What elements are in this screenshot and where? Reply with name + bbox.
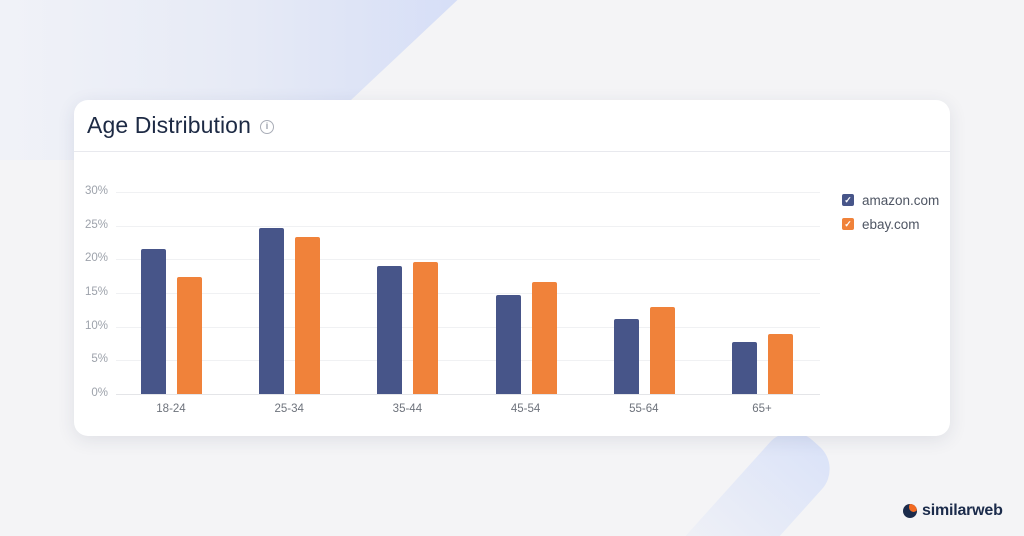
- checkbox-checked-icon[interactable]: ✓: [842, 194, 854, 206]
- card-title: Age Distribution: [87, 112, 251, 138]
- bar-ebay-18-24[interactable]: [177, 276, 202, 394]
- bar-ebay-25-34[interactable]: [295, 237, 321, 394]
- gridline: [116, 360, 820, 362]
- gridline: [116, 394, 820, 395]
- gridline: [116, 293, 820, 294]
- similarweb-logo: similarweb: [903, 502, 1003, 520]
- x-tick-label: 45-54: [510, 403, 541, 415]
- background-stripe: [656, 420, 843, 536]
- bar-amazon-55-64[interactable]: [613, 319, 639, 394]
- chart-legend: ✓ amazon.com ✓ ebay.com: [842, 188, 939, 236]
- bar-chart: 30% 25% 20% 15% 10% 5% 0% 18-24 25-34 35-44 45-54…: [74, 152, 950, 436]
- gridline: [116, 326, 820, 328]
- gridline: [116, 192, 820, 193]
- x-tick-label: 55-64: [629, 403, 659, 415]
- similarweb-logo-icon: [903, 504, 917, 518]
- x-tick-label: 65+: [752, 403, 772, 415]
- bar-amazon-35-44[interactable]: [377, 266, 403, 394]
- age-distribution-card: Age Distribution i 30% 25% 20% 15% 10% 5% 0% 1…: [74, 100, 950, 436]
- bar-ebay-45-54[interactable]: [531, 282, 557, 394]
- x-tick-label: 35-44: [392, 403, 423, 415]
- y-tick-label: 0%: [91, 387, 108, 399]
- gridline: [116, 225, 820, 227]
- y-tick-label: 25%: [84, 218, 108, 231]
- y-tick-label: 20%: [84, 252, 108, 265]
- bar-amazon-25-34[interactable]: [259, 227, 285, 394]
- legend-label: amazon.com: [862, 192, 940, 208]
- bar-amazon-45-54[interactable]: [495, 295, 521, 394]
- legend-label: ebay.com: [862, 216, 920, 232]
- card-header: Age Distribution i: [74, 100, 950, 152]
- x-tick-label: 25-34: [274, 403, 304, 415]
- brand-name: similarweb: [922, 502, 1003, 519]
- x-tick-label: 18-24: [156, 403, 186, 415]
- bar-ebay-55-64[interactable]: [649, 307, 675, 394]
- bar-amazon-18-24[interactable]: [141, 249, 166, 394]
- bar-amazon-65+[interactable]: [732, 342, 757, 394]
- y-tick-label: 10%: [84, 319, 108, 332]
- bar-ebay-35-44[interactable]: [413, 262, 439, 394]
- gridline: [116, 259, 820, 261]
- bar-ebay-65+[interactable]: [768, 334, 793, 394]
- y-tick-label: 5%: [91, 353, 108, 366]
- legend-item-ebay[interactable]: ✓ ebay.com: [842, 212, 939, 236]
- checkbox-checked-icon[interactable]: ✓: [842, 218, 854, 230]
- info-icon[interactable]: i: [259, 119, 274, 134]
- y-tick-label: 15%: [84, 286, 108, 298]
- legend-item-amazon[interactable]: ✓ amazon.com: [842, 188, 939, 212]
- y-tick-label: 30%: [84, 185, 108, 197]
